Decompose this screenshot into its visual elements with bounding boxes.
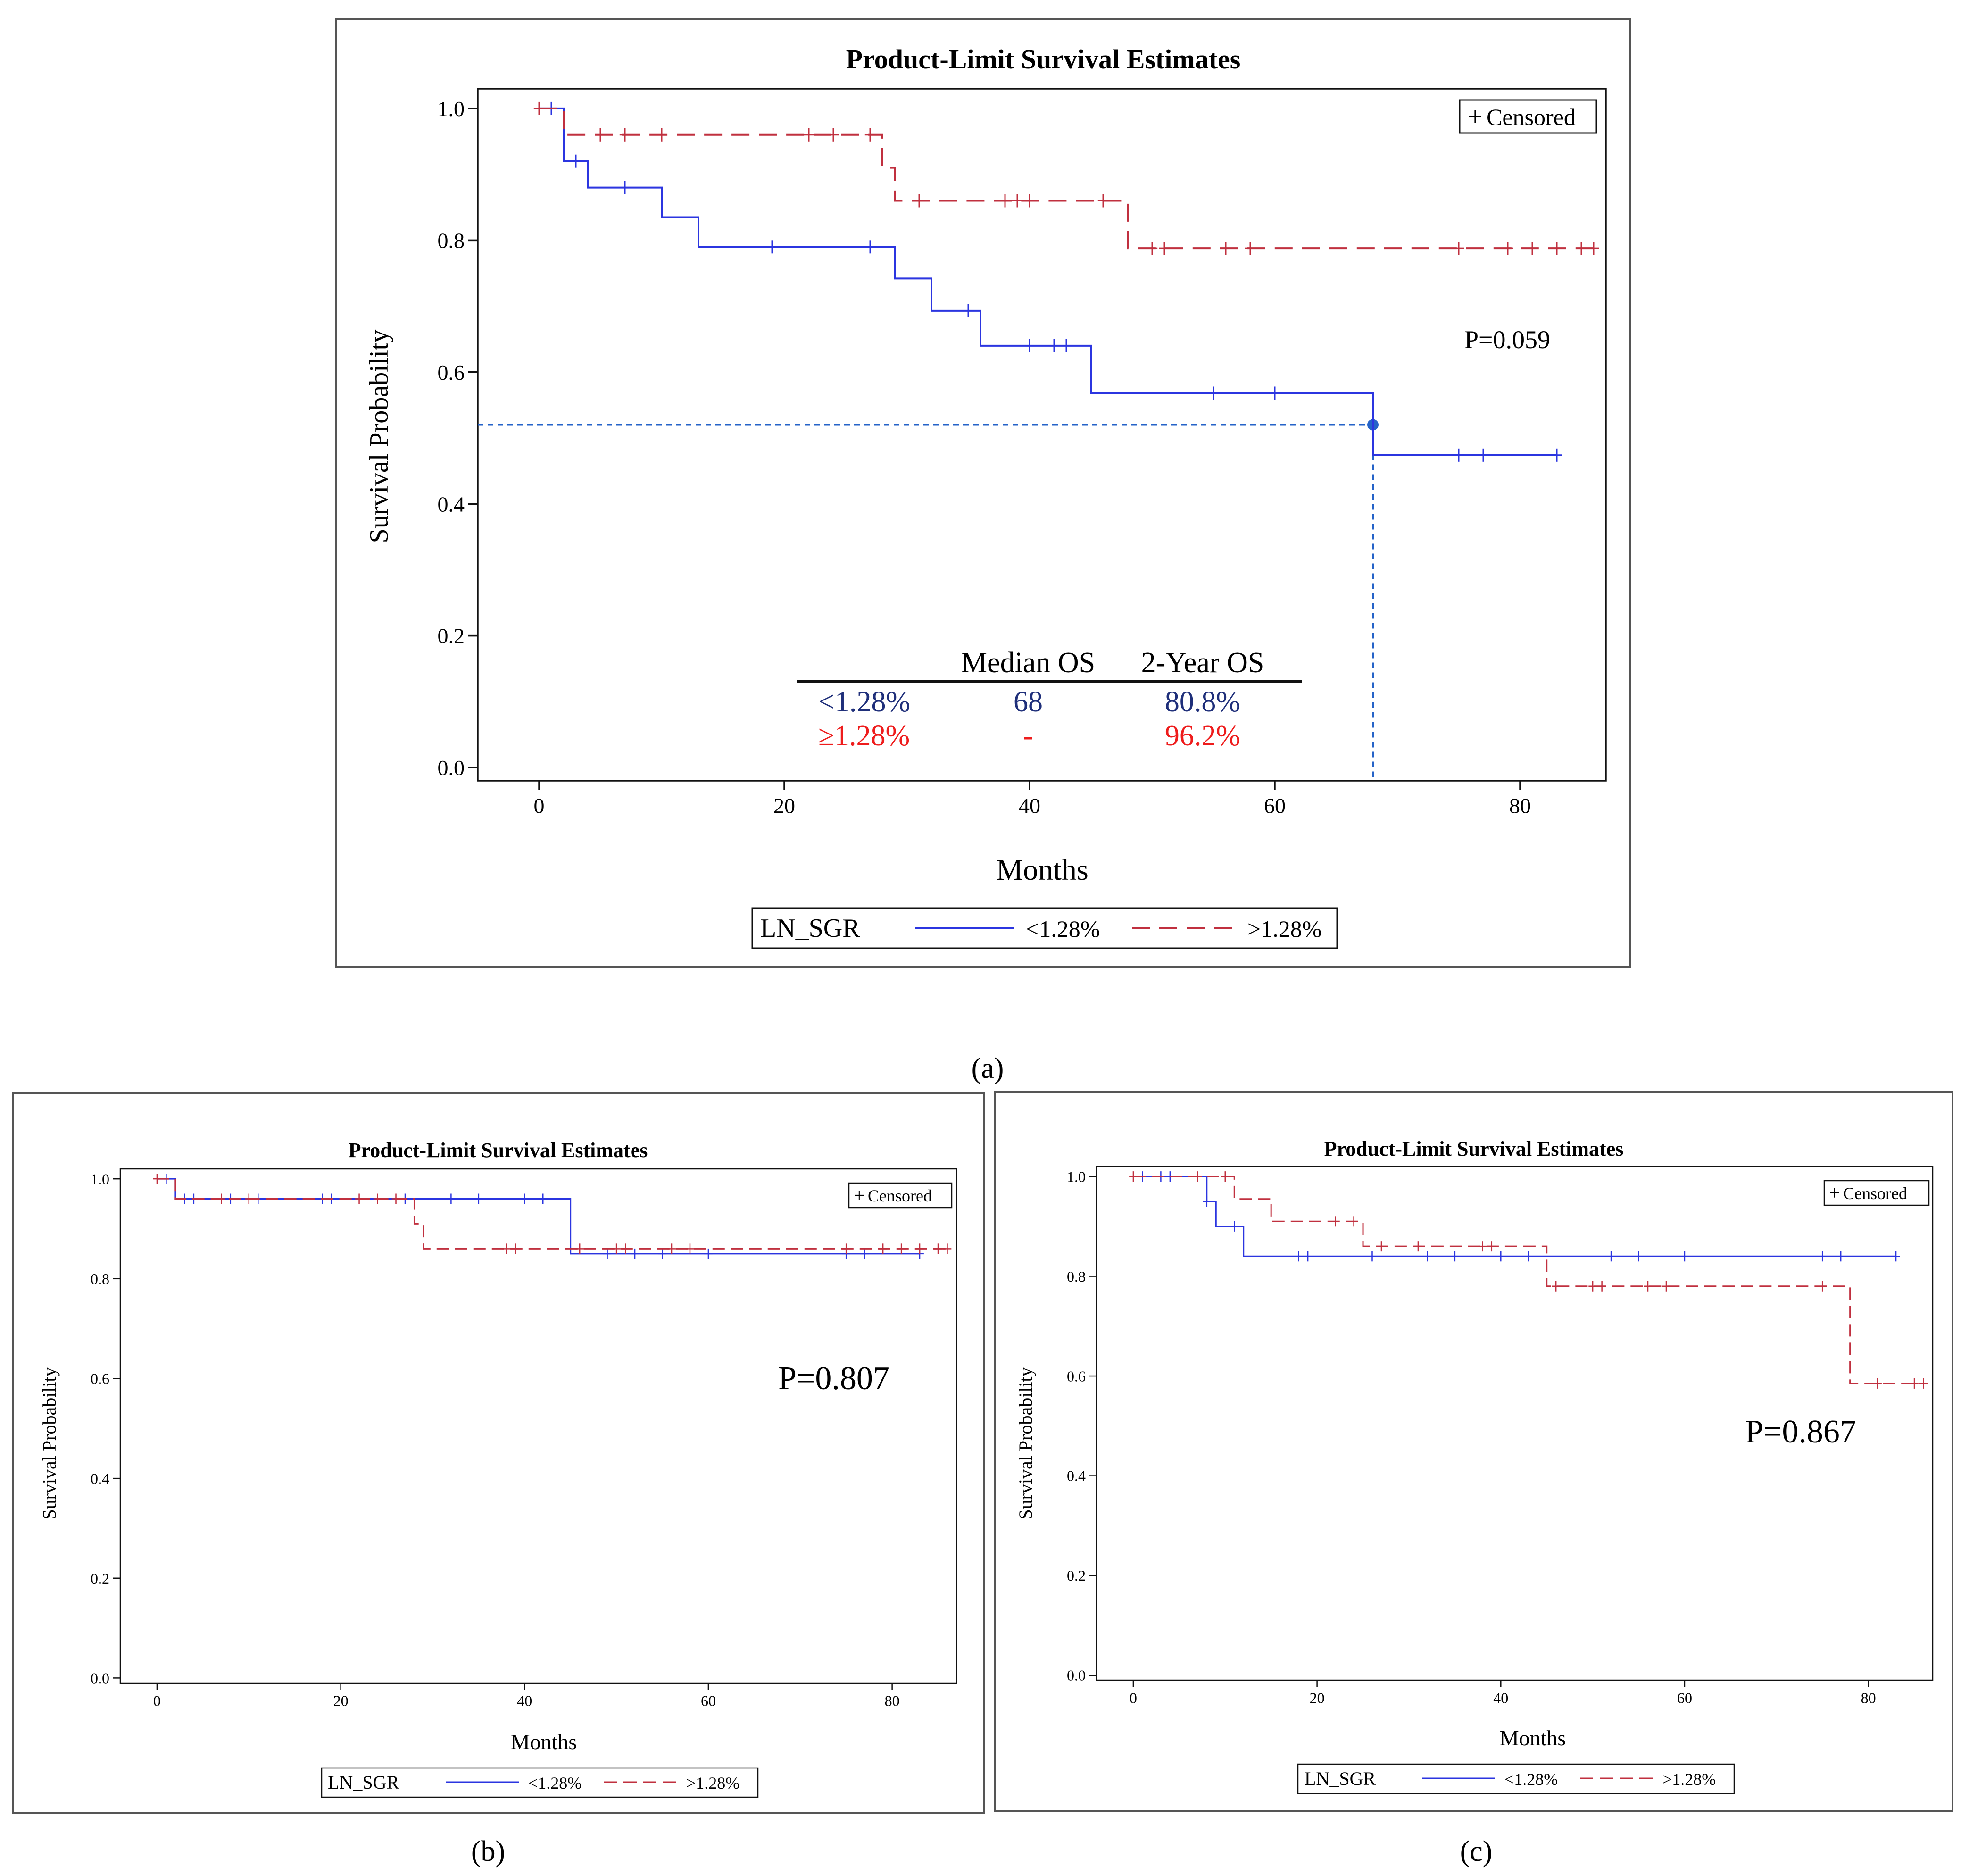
x-tick-label: 60 <box>701 1693 716 1709</box>
censored-legend-symbol-a: + <box>1468 102 1483 132</box>
x-axis-label-c: Months <box>1500 1726 1566 1750</box>
legend-label-low-c: <1.28% <box>1504 1770 1558 1789</box>
censored-legend-box-c <box>1823 1180 1930 1206</box>
group-legend-box-b <box>321 1767 759 1798</box>
x-tick-label: 0 <box>534 793 545 817</box>
survival-curve-high <box>539 107 1594 250</box>
x-tick-label: 80 <box>1509 793 1531 817</box>
x-tick-label: 40 <box>1019 793 1040 817</box>
survival-table: Median OS 2-Year OS <1.28% 68 80.8% ≥1.2… <box>797 647 1302 752</box>
y-tick-label: 0.4 <box>91 1470 109 1487</box>
x-tick-label: 0 <box>153 1693 161 1709</box>
censored-legend-box-b <box>848 1182 953 1209</box>
figure-label-c: (c) <box>1460 1835 1493 1868</box>
censored-legend-symbol-c: + <box>1829 1183 1840 1204</box>
x-tick-label: 80 <box>1861 1690 1876 1707</box>
y-tick-label: 1.0 <box>91 1170 109 1187</box>
table-header-two-year: 2-Year OS <box>1141 647 1264 679</box>
y-tick-label: 0.8 <box>91 1270 109 1287</box>
y-tick-label: 0.8 <box>438 228 465 252</box>
y-tick-label: 0.2 <box>91 1570 109 1587</box>
x-tick-label: 80 <box>885 1693 900 1709</box>
panel-c: Product-Limit Survival Estimates 0 20 40 60… <box>994 1091 1953 1812</box>
y-tick-label: 1.0 <box>438 97 465 121</box>
censored-legend-box-a <box>1459 99 1597 134</box>
panel-a: Product-Limit Survival Estimates 0 20 40 60… <box>335 18 1631 968</box>
plot-frame <box>477 88 1607 782</box>
x-tick-label: 20 <box>333 1693 349 1709</box>
group-legend-box-c <box>1297 1763 1735 1794</box>
group-legend-title-b: LN_SGR <box>328 1772 399 1793</box>
x-axis-label-a: Months <box>996 853 1089 886</box>
y-tick-label: 0.4 <box>1067 1467 1086 1484</box>
plot-area-a: 0 20 40 60 80 0.0 0.2 0.4 0.6 0.8 1.0 <box>438 88 1607 817</box>
chart-title-a: Product-Limit Survival Estimates <box>846 44 1241 75</box>
chart-title-b: Product-Limit Survival Estimates <box>349 1139 648 1162</box>
p-value-a: P=0.059 <box>1464 325 1550 354</box>
x-tick-label: 60 <box>1677 1690 1692 1707</box>
legend-label-high-c: >1.28% <box>1662 1770 1716 1789</box>
survival-curve-high <box>157 1178 947 1250</box>
y-tick-label: 0.6 <box>91 1370 109 1387</box>
group-legend-title-a: LN_SGR <box>760 914 860 943</box>
figure-label-a: (a) <box>972 1052 1004 1084</box>
y-tick-label: 0.2 <box>1067 1567 1086 1584</box>
y-tick-label: 0.0 <box>91 1670 109 1687</box>
group-legend-title-c: LN_SGR <box>1305 1768 1376 1789</box>
survival-curve-high <box>1133 1176 1924 1384</box>
y-tick-label: 1.0 <box>1067 1168 1086 1185</box>
y-axis-label-b: Survival Probability <box>39 1367 60 1519</box>
y-tick-label: 0.2 <box>438 624 465 648</box>
table-row-high-two-year: 96.2% <box>1165 720 1240 752</box>
plot-frame <box>1096 1166 1934 1681</box>
y-axis-label-c: Survival Probability <box>1015 1367 1036 1519</box>
table-row-low-median: 68 <box>1014 686 1043 718</box>
x-tick-label: 60 <box>1264 793 1286 817</box>
legend-label-low-a: <1.28% <box>1026 916 1100 942</box>
legend-label-low-b: <1.28% <box>528 1774 582 1793</box>
survival-curve-low <box>157 1178 920 1255</box>
panel-c-frame <box>994 1091 1953 1812</box>
y-tick-label: 0.0 <box>1067 1667 1086 1684</box>
x-tick-label: 20 <box>1310 1690 1325 1707</box>
plot-area-c: 0 20 40 60 80 0.0 0.2 0.4 0.6 0.8 1.0 <box>1067 1166 1934 1707</box>
panel-a-frame <box>335 18 1631 968</box>
legend-label-high-a: >1.28% <box>1247 916 1321 942</box>
group-legend-box-a <box>751 907 1338 949</box>
legend-label-high-b: >1.28% <box>686 1774 740 1793</box>
plot-frame <box>119 1168 957 1684</box>
x-axis-label-b: Months <box>511 1730 577 1754</box>
censored-legend-label-c: Censored <box>1843 1184 1907 1203</box>
table-row-high-median: - <box>1023 720 1033 752</box>
p-value-b: P=0.807 <box>778 1360 889 1397</box>
panel-b: Product-Limit Survival Estimates 0 20 40 60… <box>12 1092 985 1814</box>
y-tick-label: 0.0 <box>438 756 465 780</box>
table-header-median: Median OS <box>961 647 1095 679</box>
x-tick-label: 0 <box>1130 1690 1137 1707</box>
figure-label-b: (b) <box>471 1835 505 1868</box>
censored-legend-symbol-b: + <box>854 1185 865 1207</box>
x-tick-label: 20 <box>773 793 795 817</box>
y-tick-label: 0.8 <box>1067 1268 1086 1285</box>
x-tick-label: 40 <box>517 1693 532 1709</box>
y-tick-label: 0.4 <box>438 492 465 516</box>
survival-curve-low <box>539 107 1557 456</box>
table-row-low-group: <1.28% <box>818 686 910 718</box>
survival-curve-low <box>1133 1176 1896 1257</box>
chart-title-c: Product-Limit Survival Estimates <box>1324 1137 1624 1160</box>
censored-legend-label-a: Censored <box>1487 104 1576 130</box>
censored-legend-label-b: Censored <box>868 1186 932 1205</box>
panel-b-frame <box>12 1092 985 1814</box>
y-axis-label-a: Survival Probability <box>365 330 394 543</box>
y-tick-label: 0.6 <box>438 360 465 384</box>
p-value-c: P=0.867 <box>1745 1414 1856 1450</box>
table-row-low-two-year: 80.8% <box>1165 686 1240 718</box>
plot-area-b: 0 20 40 60 80 0.0 0.2 0.4 0.6 0.8 1.0 <box>91 1168 957 1709</box>
x-tick-label: 40 <box>1493 1690 1508 1707</box>
table-row-high-group: ≥1.28% <box>818 720 910 752</box>
y-tick-label: 0.6 <box>1067 1367 1086 1384</box>
